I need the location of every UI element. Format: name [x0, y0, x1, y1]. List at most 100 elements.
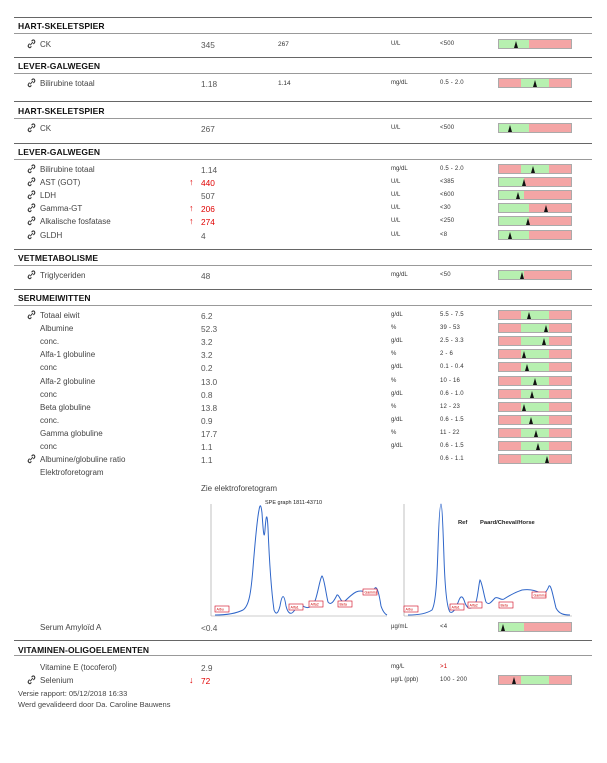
range-gauge-normal: [499, 204, 530, 213]
link-icon[interactable]: [27, 123, 36, 133]
reference-range: 10 - 16: [440, 377, 461, 384]
section-title: HART-SKELETSPIER: [18, 106, 105, 116]
result-unit: µg/L (ppb): [391, 677, 419, 683]
range-gauge-normal: [499, 623, 525, 631]
range-gauge-marker: [515, 192, 520, 200]
band-label-box: [362, 588, 378, 596]
reference-range: <4: [440, 624, 448, 630]
result-name: LDH: [40, 191, 57, 201]
band-label: Gamma: [365, 591, 378, 595]
band-label: Beta: [340, 603, 347, 607]
ref-species: Paard/Cheval/Horse: [480, 520, 536, 526]
link-icon[interactable]: [27, 39, 36, 49]
result-name: conc.: [40, 337, 60, 347]
band-label-box: [288, 603, 304, 611]
link-icon[interactable]: [27, 229, 36, 240]
band-label: Gamma: [534, 594, 547, 598]
result-row: Alkalische fosfatase ↑ 274 U/L <250: [0, 216, 607, 229]
band-label-box: [498, 601, 514, 609]
result-unit: U/L: [391, 179, 401, 186]
section-title: VITAMINEN-OLIGOELEMENTEN: [18, 645, 150, 655]
range-gauge-normal: [499, 217, 530, 226]
reference-range: 5.5 - 7.5: [440, 312, 464, 318]
link-icon[interactable]: [27, 270, 36, 280]
result-unit: U/L: [391, 205, 401, 212]
link-icon[interactable]: [27, 190, 36, 200]
result-unit: g/dL: [391, 312, 403, 318]
range-gauge-normal: [520, 363, 550, 372]
result-value: 1.1: [201, 455, 213, 466]
range-gauge-marker: [522, 403, 527, 411]
result-row: Gamma-GT ↑ 206 U/L <30: [0, 203, 607, 216]
range-gauge: [498, 270, 572, 280]
electrophoretogram-left: SPE graph 1811-43710 Albu Alfa1 Alfa2 Beta G…: [210, 500, 388, 617]
reference-range: 12 - 23: [440, 403, 461, 410]
result-name: conc: [40, 389, 57, 399]
range-gauge: [498, 336, 572, 347]
reference-range: 0.6 - 1.5: [440, 416, 464, 423]
result-unit: %: [391, 325, 397, 332]
result-name: Totaal eiwit: [40, 311, 80, 320]
section-title: LEVER-GALWEGEN: [18, 61, 101, 71]
band-label: Alfa1: [291, 606, 299, 610]
band-label-box: [449, 603, 465, 611]
result-value: 206: [201, 204, 215, 215]
reference-range: <50: [440, 272, 451, 278]
range-gauge-normal: [520, 311, 550, 319]
band-label-box: [214, 605, 230, 613]
result-unit: mg/dL: [391, 166, 408, 172]
section-title: LEVER-GALWEGEN: [18, 147, 101, 157]
range-gauge-marker: [528, 416, 533, 424]
result-value: 1.1: [201, 442, 213, 452]
range-gauge-marker: [541, 338, 546, 346]
range-gauge-marker: [526, 218, 531, 226]
result-unit: g/dL: [391, 416, 403, 423]
band-label: Alfa2: [470, 604, 478, 608]
link-icon[interactable]: [27, 454, 36, 464]
link-icon[interactable]: [27, 675, 36, 685]
range-gauge: [498, 123, 572, 133]
header-underline: [14, 33, 592, 34]
result-name: Albumine/globuline ratio: [40, 455, 126, 465]
result-row: Vitamine E (tocoferol) 2.9 mg/L >1: [0, 662, 607, 675]
result-row: Gamma globuline 17.7% 11 - 22: [0, 427, 607, 441]
range-gauge-normal: [499, 178, 525, 187]
link-icon[interactable]: [27, 216, 36, 226]
result-row: GLDH 4 U/L <8: [0, 229, 607, 243]
result-row: Alfa-1 globuline 3.2% 2 - 6: [0, 349, 607, 362]
result-value: 345: [201, 40, 215, 50]
range-gauge-marker: [530, 390, 535, 398]
link-icon[interactable]: [27, 177, 36, 187]
range-gauge-normal: [520, 442, 550, 450]
range-gauge: [498, 622, 572, 632]
arrow-up-icon: ↑: [189, 216, 194, 227]
result-name: Beta globuline: [40, 402, 91, 412]
result-row: Alfa-2 globuline 13.0% 10 - 16: [0, 375, 607, 389]
range-gauge: [498, 375, 572, 386]
result-name: Gamma-GT: [40, 204, 83, 214]
range-gauge-marker: [522, 351, 527, 359]
result-value: 4: [201, 230, 206, 241]
link-icon[interactable]: [27, 203, 36, 213]
band-label-box: [337, 600, 353, 608]
range-gauge-marker: [536, 443, 541, 450]
result-row: Triglyceriden 48 mg/dL <50: [0, 270, 607, 283]
reference-range: <250: [440, 218, 455, 225]
result-value: 0.9: [201, 415, 213, 426]
link-icon[interactable]: [27, 310, 36, 320]
result-unit: g/dL: [391, 443, 403, 449]
range-gauge: [498, 229, 572, 240]
section-divider: [14, 57, 592, 58]
result-row: Serum Amyloïd A <0.4 µg/mL <4: [0, 622, 607, 635]
range-gauge: [498, 414, 572, 425]
band-label-box: [403, 605, 419, 613]
band-label: Albu: [406, 608, 413, 612]
link-icon[interactable]: [27, 164, 36, 174]
range-gauge-normal: [520, 402, 550, 411]
result-unit: %: [391, 429, 397, 436]
range-gauge-normal: [499, 271, 525, 279]
section-title: VETMETABOLISME: [18, 253, 99, 263]
link-icon[interactable]: [27, 78, 36, 88]
result-value: 52.3: [201, 324, 218, 335]
result-row: LDH 507 U/L <600: [0, 190, 607, 203]
